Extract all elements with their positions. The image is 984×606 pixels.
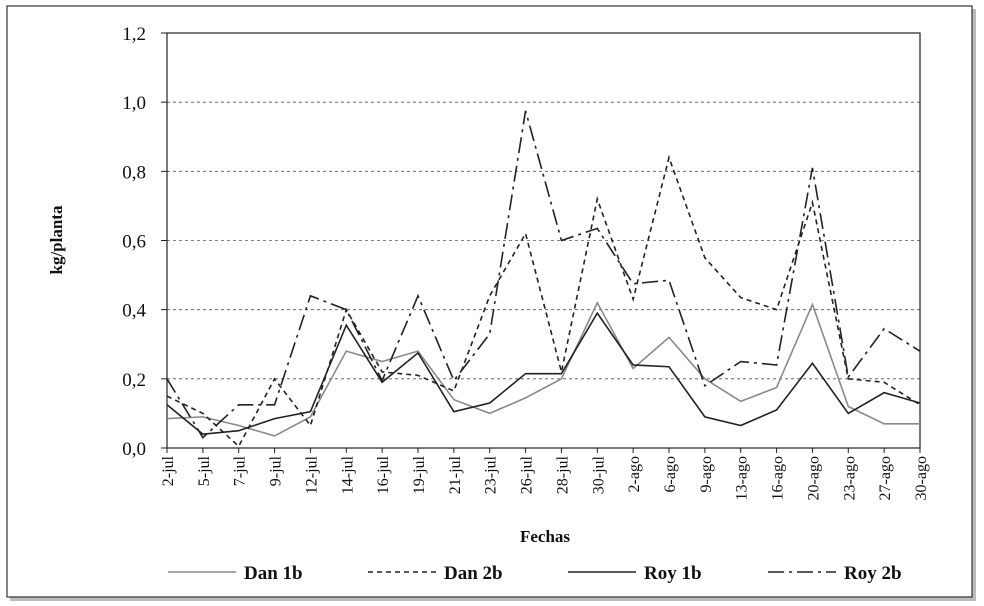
y-tick-label: 0,2 [122,370,146,391]
x-tick-label: 16-ago [770,456,787,500]
x-tick-label: 14-jul [339,455,356,494]
series-line [166,110,921,439]
y-tick-label: 0,0 [122,439,146,460]
x-tick-label: 6-ago [662,456,679,492]
x-tick-label: 26-jul [519,455,536,494]
x-tick-label: 13-ago [734,456,751,500]
x-tick-label: 23-jul [483,455,500,494]
legend-label: Roy 1b [644,563,702,584]
x-tick-label: 19-jul [411,455,428,494]
x-tick-label: 9-ago [698,456,715,492]
x-tick-label: 30-ago [913,456,930,500]
x-axis-title: Fechas [520,527,570,546]
plot-border [166,32,921,449]
y-tick-label: 0,4 [122,301,146,322]
legend-label: Dan 2b [444,563,503,584]
legend-label: Roy 2b [844,563,902,584]
y-tick-label: 1,2 [122,24,146,45]
x-tick-label: 23-ago [841,456,858,500]
x-tick-label: 28-jul [554,455,571,494]
x-tick-label: 30-jul [590,455,607,494]
x-tick-label: 2-jul [160,455,177,486]
y-tick-label: 1,0 [122,93,146,114]
x-tick-label: 2-ago [626,456,643,492]
x-tick-label: 16-jul [375,455,392,494]
series-line [166,311,921,435]
y-tick-label: 0,6 [122,232,146,253]
x-tick-label: 21-jul [447,455,464,494]
y-tick-label: 0,8 [122,162,146,183]
series-line [166,300,920,437]
x-tick-label: 27-ago [877,456,894,500]
y-axis-title: kg/planta [47,205,66,274]
x-tick-label: 12-jul [303,455,320,494]
x-tick-label: 9-jul [268,455,285,486]
x-tick-label: 7-jul [232,455,249,486]
frame [6,5,973,598]
x-tick-label: 20-ago [805,456,822,500]
legend-label: Dan 1b [244,563,303,584]
x-tick-label: 5-jul [196,455,213,486]
